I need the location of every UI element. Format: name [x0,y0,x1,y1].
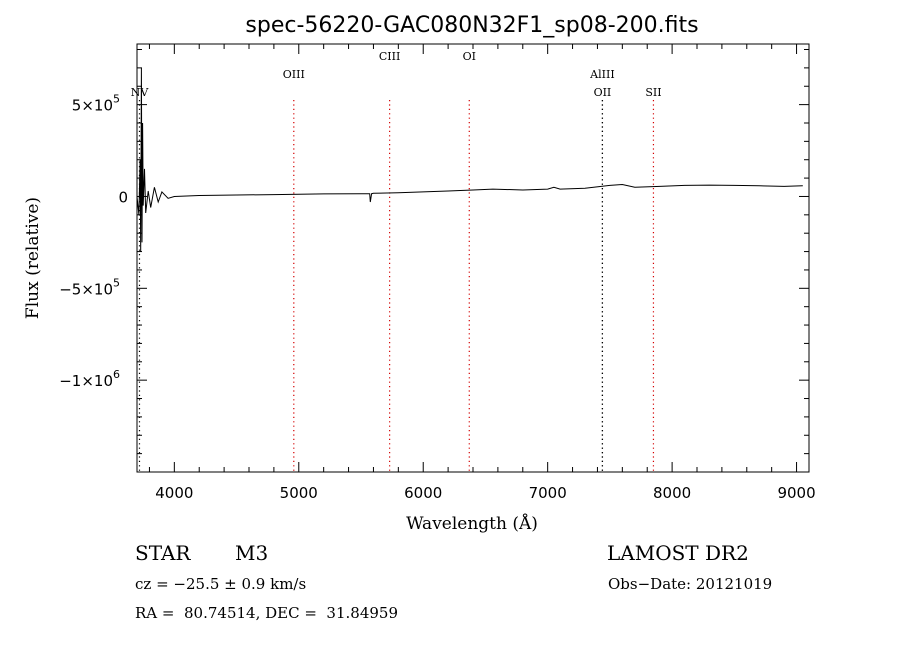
y-axis-label: Flux (relative) [23,197,43,319]
object-class: STAR [135,541,191,565]
chart-title: spec-56220-GAC080N32F1_sp08-200.fits [245,13,698,38]
y-tick-label: 0 [118,188,128,206]
coordinates: RA = 80.74514, DEC = 31.84959 [135,604,399,622]
object-subclass: M3 [235,541,269,565]
y-tick-label: −5×105 [59,276,120,298]
x-tick-label: 6000 [404,484,442,502]
plot-frame [136,43,810,473]
line-label-nv: NV [131,86,150,99]
y-tick-label: −1×106 [59,368,120,390]
x-tick-label: 5000 [280,484,318,502]
x-tick-label: 4000 [155,484,193,502]
redshift-cz: cz = −25.5 ± 0.9 km/s [135,575,307,593]
obs-date: Obs−Date: 20121019 [608,575,773,593]
line-label-oii: OII [594,86,612,99]
survey-name: LAMOST DR2 [607,541,749,565]
x-tick-label: 7000 [529,484,567,502]
line-label-sii: SII [645,86,661,99]
spectrum-line [136,67,803,252]
x-tick-label: 9000 [777,484,815,502]
line-label-oiii: OIII [283,68,305,81]
line-label-oi: OI [463,50,476,63]
line-label-aliii: AlIII [589,68,615,81]
line-label-ciii: CIII [379,50,400,63]
y-tick-label: 5×105 [72,93,120,115]
x-axis-label: Wavelength (Å) [406,513,538,534]
x-tick-label: 8000 [653,484,691,502]
